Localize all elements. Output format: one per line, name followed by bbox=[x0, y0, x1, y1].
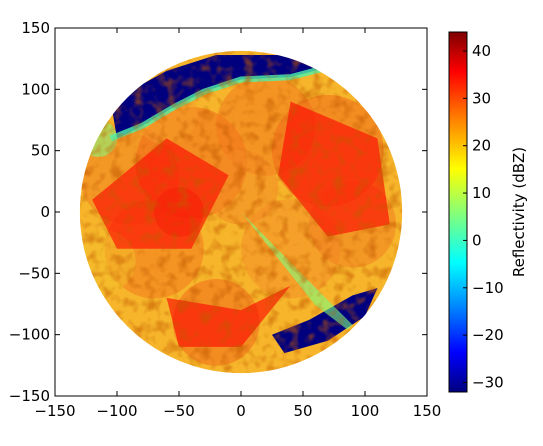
colorbar-tick-label: 0 bbox=[472, 231, 482, 249]
y-tick-label: 150 bbox=[21, 19, 50, 37]
x-tick-label: −150 bbox=[34, 402, 75, 420]
texture-rect bbox=[79, 50, 403, 374]
reflectivity-texture bbox=[79, 50, 403, 374]
y-tick-label: 100 bbox=[21, 80, 50, 98]
x-tick-label: 100 bbox=[351, 402, 380, 420]
x-tick-label: 0 bbox=[236, 402, 246, 420]
x-axis: −150 −100 −50 0 50 100 150 bbox=[34, 28, 441, 420]
x-tick-label: −100 bbox=[96, 402, 137, 420]
colorbar-tick-label: 20 bbox=[472, 137, 491, 155]
y-tick-label: 0 bbox=[40, 203, 50, 221]
y-tick-label: −150 bbox=[9, 387, 50, 405]
colorbar-tick-label: 30 bbox=[472, 89, 491, 107]
y-tick-label: −100 bbox=[9, 326, 50, 344]
colorbar-tick-label: 40 bbox=[472, 42, 491, 60]
x-tick-label: 150 bbox=[413, 402, 442, 420]
colorbar-tick-label: −10 bbox=[472, 279, 504, 297]
colorbar bbox=[448, 31, 468, 393]
colorbar-tick-label: −20 bbox=[472, 326, 504, 344]
colorbar-axis: −30 −20 −10 0 10 20 30 40 bbox=[463, 42, 504, 392]
x-tick-label: 50 bbox=[293, 402, 312, 420]
colorbar-tick-label: −30 bbox=[472, 374, 504, 392]
x-tick-label: −50 bbox=[163, 402, 195, 420]
y-tick-label: −50 bbox=[18, 264, 50, 282]
colorbar-tick-label: 10 bbox=[472, 184, 491, 202]
y-tick-label: 50 bbox=[31, 142, 50, 160]
colorbar-label: Reflectivity (dBZ) bbox=[510, 147, 528, 277]
y-axis: −150 −100 −50 0 50 100 150 bbox=[9, 19, 427, 405]
